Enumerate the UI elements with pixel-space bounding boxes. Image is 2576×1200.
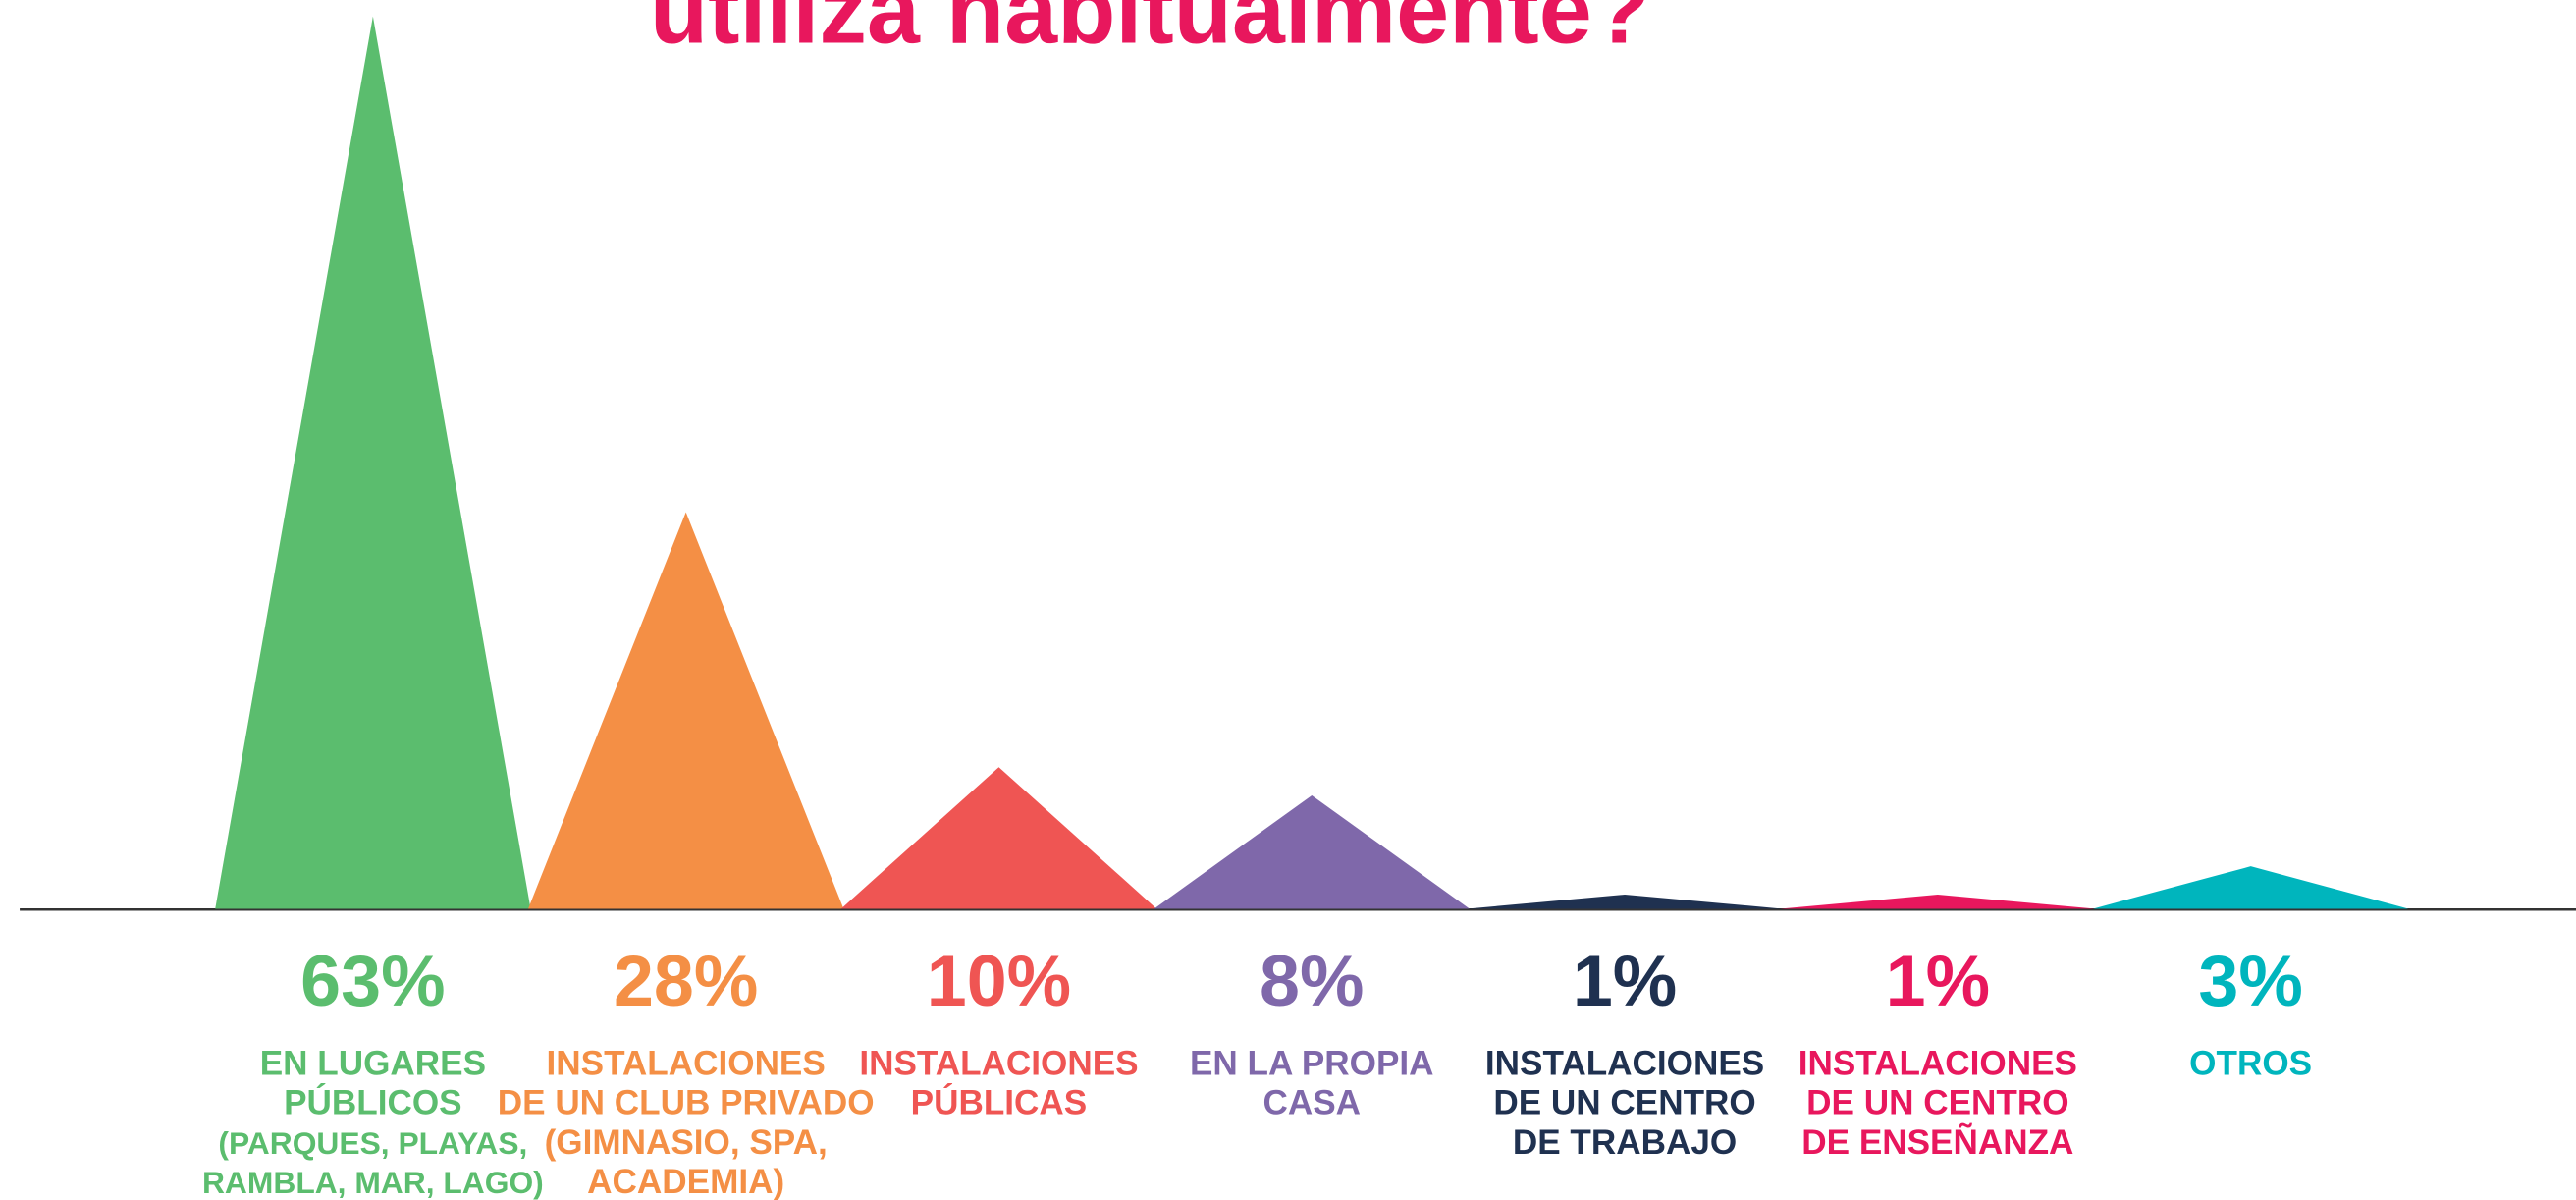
value-label: 3% — [2198, 940, 2302, 1021]
value-label: 1% — [1573, 940, 1677, 1021]
category-label: PÚBLICOS — [284, 1083, 461, 1122]
category-label: DE ENSEÑANZA — [1801, 1123, 2073, 1162]
peak — [1780, 895, 2096, 909]
peak — [840, 767, 1157, 909]
category-label: INSTALACIONES — [547, 1044, 826, 1082]
peak — [2093, 866, 2409, 909]
category-label: DE UN CENTRO — [1493, 1084, 1755, 1122]
value-label: 10% — [927, 940, 1071, 1021]
category-label: (GIMNASIO, SPA, — [545, 1123, 828, 1162]
category-label: CASA — [1262, 1084, 1361, 1122]
category-label: OTROS — [2189, 1044, 2312, 1082]
peak — [1467, 895, 1783, 909]
category-label: EN LA PROPIA — [1190, 1044, 1434, 1082]
value-label: 1% — [1886, 940, 1990, 1021]
peak — [1154, 795, 1470, 909]
category-label: EN LUGARES — [260, 1044, 486, 1082]
category-label: INSTALACIONES — [1485, 1044, 1764, 1082]
category-label: DE UN CENTRO — [1806, 1084, 2068, 1122]
category-label: ACADEMIA) — [587, 1163, 784, 1200]
value-label: 63% — [300, 940, 445, 1021]
peak — [215, 16, 531, 909]
category-label: DE UN CLUB PRIVADO — [498, 1084, 875, 1122]
category-label: DE TRABAJO — [1513, 1123, 1737, 1162]
value-label: 8% — [1260, 940, 1364, 1021]
chart-title: utiliza habitualmente? — [650, 0, 1650, 64]
category-label: (PARQUES, PLAYAS, — [218, 1125, 527, 1161]
category-label: PÚBLICAS — [911, 1083, 1088, 1122]
value-label: 28% — [614, 940, 758, 1021]
category-label: RAMBLA, MAR, LAGO) — [202, 1165, 544, 1200]
peak — [528, 512, 844, 909]
category-label: INSTALACIONES — [859, 1044, 1138, 1082]
category-label: INSTALACIONES — [1798, 1044, 2077, 1082]
